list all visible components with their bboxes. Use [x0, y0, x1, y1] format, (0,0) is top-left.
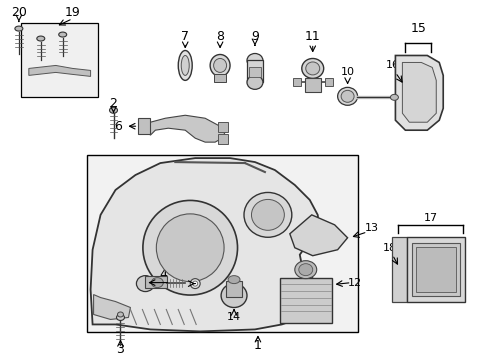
Ellipse shape [221, 284, 246, 307]
Ellipse shape [59, 32, 66, 37]
Ellipse shape [156, 214, 224, 282]
Ellipse shape [246, 75, 263, 89]
Text: 1: 1 [253, 339, 262, 352]
Ellipse shape [109, 107, 117, 113]
Bar [304, 78, 320, 92]
Ellipse shape [15, 26, 23, 31]
Ellipse shape [181, 55, 189, 75]
Bar [86, 155, 357, 332]
Text: 2: 2 [109, 97, 117, 110]
Bar [21, 23, 98, 97]
Text: 17: 17 [424, 213, 437, 223]
Ellipse shape [210, 54, 229, 76]
Bar [225, 280, 242, 297]
Ellipse shape [337, 87, 357, 105]
Ellipse shape [305, 62, 319, 75]
Bar [415, 247, 455, 292]
Ellipse shape [294, 261, 316, 279]
Ellipse shape [151, 278, 163, 288]
Text: 19: 19 [64, 6, 81, 19]
Text: 10: 10 [340, 67, 354, 77]
Polygon shape [93, 294, 130, 319]
Ellipse shape [227, 276, 240, 284]
Polygon shape [29, 66, 90, 76]
Polygon shape [148, 115, 224, 142]
Text: 11: 11 [304, 30, 320, 43]
Text: 13: 13 [364, 223, 378, 233]
Ellipse shape [117, 312, 123, 317]
Ellipse shape [298, 264, 312, 276]
Text: 7: 7 [181, 30, 189, 43]
Text: 8: 8 [216, 30, 224, 43]
Text: 5: 5 [181, 270, 189, 283]
Polygon shape [90, 158, 319, 332]
Ellipse shape [190, 279, 200, 289]
Bar [138, 118, 150, 134]
Ellipse shape [37, 36, 45, 41]
Bar [248, 67, 261, 77]
Ellipse shape [251, 199, 284, 230]
Ellipse shape [213, 58, 226, 72]
Text: 12: 12 [347, 278, 361, 288]
Bar [411, 243, 459, 296]
Ellipse shape [116, 315, 124, 320]
Text: 9: 9 [250, 30, 258, 43]
Polygon shape [402, 62, 435, 122]
Bar [145, 276, 167, 288]
Ellipse shape [301, 58, 323, 78]
Text: 15: 15 [409, 22, 426, 35]
Text: 16: 16 [385, 60, 399, 71]
Bar [292, 78, 300, 86]
Polygon shape [289, 215, 347, 256]
Text: 3: 3 [116, 343, 124, 356]
Text: 6: 6 [114, 120, 122, 133]
Ellipse shape [178, 50, 192, 80]
Text: 20: 20 [11, 6, 27, 19]
Text: 4: 4 [159, 268, 167, 281]
Bar [324, 78, 332, 86]
Ellipse shape [389, 94, 398, 100]
Bar [214, 75, 225, 82]
Text: 14: 14 [226, 312, 241, 323]
Bar [218, 134, 227, 144]
Bar [218, 122, 227, 132]
Ellipse shape [136, 276, 154, 292]
Bar [392, 237, 407, 302]
Ellipse shape [341, 90, 353, 102]
Ellipse shape [192, 281, 197, 286]
Bar [279, 278, 331, 323]
Ellipse shape [142, 201, 237, 295]
Ellipse shape [246, 54, 263, 67]
Ellipse shape [244, 193, 291, 237]
Polygon shape [395, 55, 442, 130]
Bar [407, 237, 464, 302]
Bar [246, 60, 263, 82]
Text: 18: 18 [382, 243, 396, 253]
